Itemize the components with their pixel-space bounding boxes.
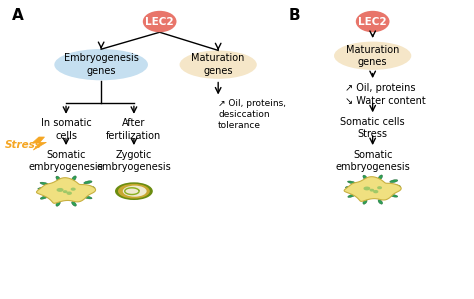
Ellipse shape <box>72 176 76 181</box>
Text: Somatic
embryogenesis: Somatic embryogenesis <box>335 150 410 172</box>
Text: ↗ Oil, proteins,
desiccation
tolerance: ↗ Oil, proteins, desiccation tolerance <box>218 99 286 130</box>
Ellipse shape <box>72 188 75 190</box>
Text: Somatic cells
Stress: Somatic cells Stress <box>340 117 405 139</box>
Text: After
fertilization: After fertilization <box>106 118 162 141</box>
Ellipse shape <box>363 199 367 204</box>
Circle shape <box>143 11 176 32</box>
Ellipse shape <box>390 194 398 197</box>
Ellipse shape <box>57 189 63 191</box>
Ellipse shape <box>84 196 92 199</box>
Ellipse shape <box>363 175 367 180</box>
Ellipse shape <box>38 187 46 190</box>
Text: In somatic
cells: In somatic cells <box>41 118 91 141</box>
Ellipse shape <box>378 187 381 189</box>
Ellipse shape <box>84 181 92 184</box>
Ellipse shape <box>378 200 383 204</box>
Ellipse shape <box>364 187 370 190</box>
Ellipse shape <box>67 192 71 194</box>
Ellipse shape <box>348 194 356 197</box>
Text: A: A <box>12 8 24 23</box>
Ellipse shape <box>56 176 60 181</box>
Ellipse shape <box>392 185 401 187</box>
Ellipse shape <box>118 184 150 199</box>
Circle shape <box>356 11 390 32</box>
Ellipse shape <box>123 186 146 197</box>
Ellipse shape <box>55 49 148 80</box>
Ellipse shape <box>40 182 48 185</box>
Ellipse shape <box>86 186 95 189</box>
Ellipse shape <box>378 175 383 180</box>
Polygon shape <box>32 137 46 150</box>
Text: Embryogenesis
genes: Embryogenesis genes <box>64 54 138 76</box>
Text: Maturation
genes: Maturation genes <box>346 45 399 67</box>
Text: Maturation
genes: Maturation genes <box>191 54 245 76</box>
Text: LEC2: LEC2 <box>358 16 387 27</box>
Ellipse shape <box>180 51 257 79</box>
Text: Somatic
embryogenesis: Somatic embryogenesis <box>28 150 103 172</box>
Ellipse shape <box>374 191 378 193</box>
Ellipse shape <box>370 190 374 191</box>
Text: ↗ Oil, proteins
↘ Water content: ↗ Oil, proteins ↘ Water content <box>345 83 425 106</box>
Ellipse shape <box>40 196 48 199</box>
Text: LEC2: LEC2 <box>146 16 174 27</box>
Polygon shape <box>344 177 401 202</box>
Text: Zygotic
embryogenesis: Zygotic embryogenesis <box>97 150 171 172</box>
Ellipse shape <box>334 42 411 70</box>
Text: B: B <box>288 8 300 23</box>
Ellipse shape <box>347 181 356 184</box>
Ellipse shape <box>72 202 76 206</box>
Ellipse shape <box>115 182 153 200</box>
Ellipse shape <box>56 202 60 206</box>
Ellipse shape <box>346 186 354 188</box>
Polygon shape <box>36 178 96 203</box>
Ellipse shape <box>64 191 67 193</box>
Text: Stress: Stress <box>5 140 41 150</box>
Ellipse shape <box>390 180 398 183</box>
